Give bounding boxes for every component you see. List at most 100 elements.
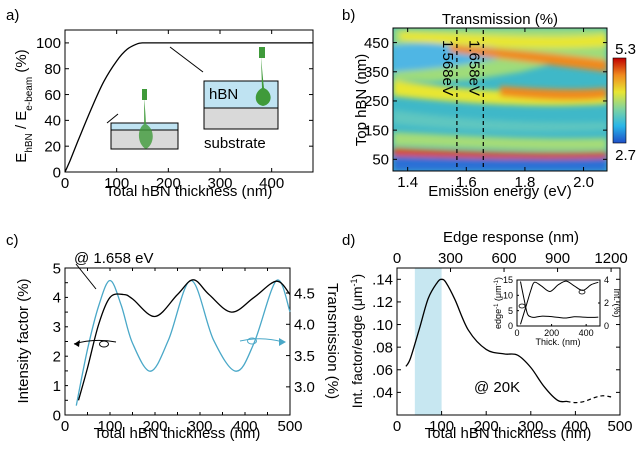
inset-thick-hbn: hBN substrate xyxy=(203,47,279,152)
panel-b-x-tick-label: 1.4 xyxy=(397,174,418,191)
panel-c-left-ylabel: Intensity factor (%) xyxy=(15,278,32,403)
inset-edge-curve xyxy=(520,281,599,319)
substrate-block-large xyxy=(203,107,279,130)
panel-a-y-tick-label: 0 xyxy=(53,164,61,181)
panel-d-x-tick-label: 500 xyxy=(607,418,632,435)
inset-left-ticks: 0 5 10 15 xyxy=(503,275,519,331)
panel-d-x-ticks: 0 100 200 300 400 500 xyxy=(393,411,633,435)
panel-a-ylabel: EhBN / Ee-beam (%) xyxy=(13,49,35,162)
panel-c-left-tick-label: 3 xyxy=(53,319,61,336)
panel-d-x-tick-label: 300 xyxy=(518,418,543,435)
panel-a-frame xyxy=(64,29,314,173)
panel-b-ylabel: Top hBN (nm) xyxy=(353,54,370,147)
panel-c-right-tick-label: 3.5 xyxy=(294,348,315,365)
panel-d-label: d) xyxy=(342,232,355,249)
panel-d-top-title: Edge response (nm) xyxy=(443,229,579,246)
inset-x-tick-label: 200 xyxy=(544,328,559,338)
panel-a-x-ticks: 0 100 200 300 400 xyxy=(61,30,284,192)
panel-d-y-tick-label: .10 xyxy=(372,317,393,334)
panel-a-x-tick-label: 300 xyxy=(207,175,232,192)
panel-c-left-tick-label: 4 xyxy=(53,290,61,307)
panel-b-x-tick-label: 1.8 xyxy=(514,174,535,191)
panel-c-xlabel: Total hBN thickness (nm) xyxy=(94,425,261,442)
left-arrowhead-icon xyxy=(74,340,80,347)
emitter-small-icon xyxy=(138,98,153,149)
left-axis-arrow-icon xyxy=(73,339,117,345)
panel-c-x-tick-label: 200 xyxy=(142,418,167,435)
inset-right-ticks: 0 2 4 xyxy=(598,275,609,331)
panel-b-frame xyxy=(392,27,608,172)
panel-a-x-tick-label: 100 xyxy=(104,175,129,192)
panel-c-right-ylabel: Transmission (%) xyxy=(324,283,341,399)
panel-c-right-tick-label: 3.0 xyxy=(294,379,315,396)
panel-b: b) Transmission (%) 1.4 1.6 1.8 2.0 50 150 25… xyxy=(342,7,636,200)
panel-b-xlabel: Emission energy (eV) xyxy=(428,183,571,200)
panel-d-annotation: @ 20K xyxy=(474,379,520,396)
panel-c-right-ticks: 3.0 3.5 4.0 4.5 xyxy=(286,285,315,396)
panel-c-left-tick-label: 2 xyxy=(53,348,61,365)
heatmap-band-5 xyxy=(393,132,607,151)
inset-right-tick-label: 4 xyxy=(604,275,609,285)
panel-b-y-tick-label: 350 xyxy=(364,64,389,81)
panel-d-y-tick-label: .12 xyxy=(372,294,393,311)
panel-a-y-tick-label: 60 xyxy=(44,87,61,104)
panel-a-y-tick-label: 100 xyxy=(36,35,61,52)
inset-right-tick-label: 2 xyxy=(604,298,609,308)
inset-xlabel: Thick. (nm) xyxy=(536,337,581,347)
panel-b-label: b) xyxy=(342,7,355,24)
panel-d-x-tick-label: 400 xyxy=(563,418,588,435)
panel-d-y-ticks: .04 .06 .08 .10 .12 .14 xyxy=(372,272,620,402)
panel-d-top-tick-label: 600 xyxy=(492,250,517,267)
panel-d-y-tick-label: .14 xyxy=(372,272,393,289)
inset-x-tick-label: 400 xyxy=(579,328,594,338)
inset-left-ylabel: edge-1 (μm-1) xyxy=(493,277,503,329)
heatmap-band-2 xyxy=(450,45,607,72)
inset-right-marker-icon xyxy=(578,289,586,295)
heatmap-band-1 xyxy=(400,32,607,48)
panel-a-y-ticks: 0 20 40 60 80 100 xyxy=(36,35,313,181)
panel-d-x-tick-label: 100 xyxy=(429,418,454,435)
inset-thin-hbn xyxy=(110,89,179,150)
emitter-tip-large-icon xyxy=(259,47,265,58)
panel-b-x-ticks: 1.4 1.6 1.8 2.0 xyxy=(397,28,594,191)
inset-left-tick-label: 10 xyxy=(503,290,513,300)
annotation-pointer xyxy=(75,263,97,290)
panel-d-y-tick-label: .06 xyxy=(372,362,393,379)
panel-c-right-tick-label: 4.5 xyxy=(294,285,315,302)
inset-large-pointer xyxy=(169,46,204,73)
panel-a-x-tick-label: 0 xyxy=(61,175,69,192)
emitter-large-icon xyxy=(255,56,271,106)
panel-d-dashed-curve xyxy=(566,395,612,404)
panel-c-x-tick-label: 100 xyxy=(97,418,122,435)
panel-d-y-tick-label: .04 xyxy=(372,385,393,402)
heatmap-band-4 xyxy=(393,110,607,132)
inset-right-tick-label: 0 xyxy=(604,321,609,331)
colorbar-min-label: 2.7 xyxy=(615,147,636,164)
heatmap-bottom-hot xyxy=(393,148,607,159)
inset-frame xyxy=(516,279,601,327)
inset-hbn-label: hBN xyxy=(209,86,238,103)
panel-b-x-tick-label: 2.0 xyxy=(573,174,594,191)
panel-d-top-ticks: 0 300 600 900 1200 xyxy=(393,250,628,272)
inset-left-tick-label: 15 xyxy=(503,275,513,285)
panel-c-x-tick-label: 400 xyxy=(232,418,257,435)
panel-d-xlabel: Total hBN thickness (nm) xyxy=(425,425,592,442)
panel-b-y-ticks: 50 150 250 350 450 xyxy=(364,35,607,169)
panel-a-y-tick-label: 20 xyxy=(44,138,61,155)
energy-marker-label: 1.568eV xyxy=(439,40,456,96)
panel-a-label: a) xyxy=(6,7,19,24)
heatmap-field xyxy=(393,28,607,171)
inset-x-ticks: 0 200 400 xyxy=(514,324,594,338)
panel-b-y-tick-label: 150 xyxy=(364,122,389,139)
heatmap-band-3-core xyxy=(500,86,607,101)
panel-d-y-tick-label: .08 xyxy=(372,339,393,356)
panel-d-frame xyxy=(396,267,621,416)
panel-d: d) Edge response (nm) 0 100 200 300 400 500 0… xyxy=(342,229,633,442)
panel-b-title: Transmission (%) xyxy=(442,11,558,28)
panel-a: a) 0 100 200 300 400 0 20 40 60 80 100 Total hBN … xyxy=(6,7,314,200)
panel-d-ylabel: Int. factor/edge (μm-1) xyxy=(349,274,365,408)
panel-b-energy-markers: 1.568eV 1.658eV xyxy=(439,30,484,170)
panel-d-top-tick-label: 300 xyxy=(438,250,463,267)
